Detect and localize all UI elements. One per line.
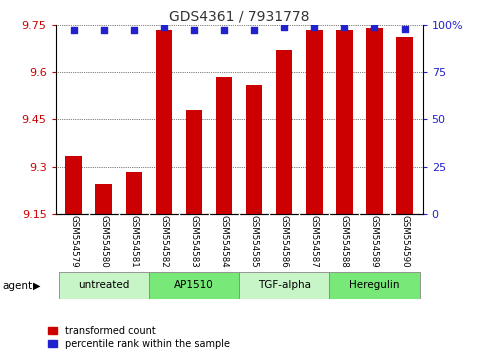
Text: GSM554586: GSM554586: [280, 215, 289, 268]
Bar: [58, 272, 149, 299]
Text: GSM554585: GSM554585: [250, 215, 258, 268]
Text: AP1510: AP1510: [174, 280, 214, 290]
Text: GSM554590: GSM554590: [400, 215, 409, 268]
Text: GSM554580: GSM554580: [99, 215, 108, 268]
Point: [70, 28, 77, 33]
Bar: [156, 29, 172, 214]
Title: GDS4361 / 7931778: GDS4361 / 7931778: [169, 10, 309, 24]
Point: [311, 24, 318, 29]
Text: GSM554583: GSM554583: [189, 215, 199, 268]
Bar: [336, 29, 353, 214]
Text: GSM554579: GSM554579: [69, 215, 78, 268]
Bar: [396, 38, 413, 214]
Bar: [126, 172, 142, 214]
Bar: [216, 77, 232, 214]
Text: untreated: untreated: [78, 280, 129, 290]
Text: GSM554582: GSM554582: [159, 215, 169, 268]
Text: GSM554584: GSM554584: [220, 215, 228, 268]
Bar: [276, 50, 293, 214]
Bar: [96, 184, 112, 214]
Bar: [149, 272, 239, 299]
Bar: [366, 28, 383, 214]
Point: [341, 24, 348, 29]
Bar: [239, 272, 329, 299]
Bar: [185, 110, 202, 214]
Bar: [329, 272, 420, 299]
Legend: transformed count, percentile rank within the sample: transformed count, percentile rank withi…: [48, 326, 230, 349]
Text: TGF-alpha: TGF-alpha: [258, 280, 311, 290]
Text: ▶: ▶: [33, 281, 41, 291]
Text: agent: agent: [2, 281, 32, 291]
Point: [100, 28, 108, 33]
Bar: [246, 85, 262, 214]
Text: GSM554588: GSM554588: [340, 215, 349, 268]
Point: [280, 24, 288, 29]
Point: [370, 24, 378, 29]
Point: [250, 28, 258, 33]
Point: [401, 26, 409, 32]
Text: GSM554587: GSM554587: [310, 215, 319, 268]
Point: [190, 28, 198, 33]
Text: GSM554581: GSM554581: [129, 215, 138, 268]
Point: [130, 28, 138, 33]
Text: Heregulin: Heregulin: [349, 280, 400, 290]
Point: [220, 28, 228, 33]
Point: [160, 24, 168, 29]
Text: GSM554589: GSM554589: [370, 215, 379, 268]
Bar: [65, 156, 82, 214]
Bar: [306, 29, 323, 214]
